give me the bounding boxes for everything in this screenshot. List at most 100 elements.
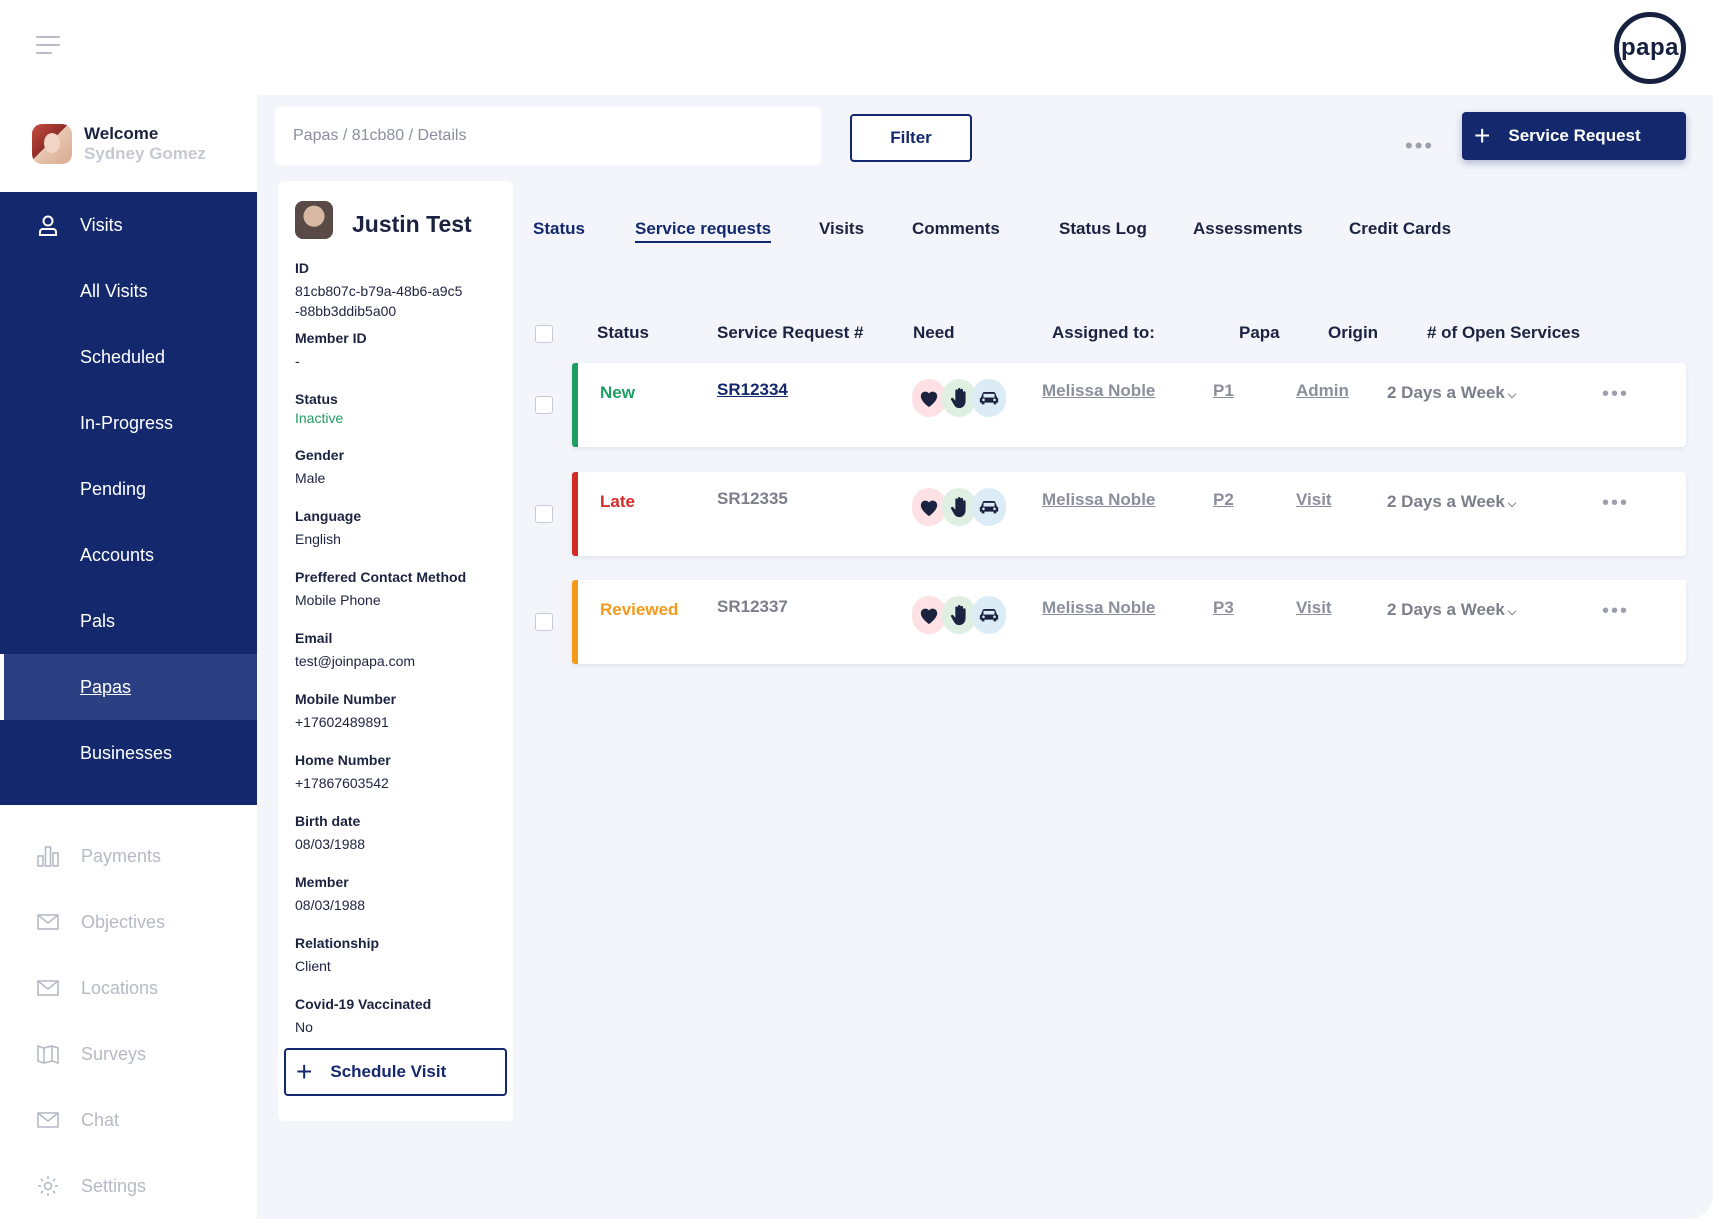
hamburger-menu-icon[interactable] [36,36,60,54]
select-all-checkbox[interactable] [535,325,553,343]
row-more-options-icon[interactable]: ••• [1602,383,1630,405]
profile-card: Justin Test ID 81cb807c-b79a-48b6-a9c5 -… [278,181,513,1121]
sidebar-item-visits[interactable]: Visits [0,192,257,258]
row-checkbox[interactable] [535,505,553,523]
column-header-assigned[interactable]: Assigned to: [1052,323,1155,342]
row-more-options-icon[interactable]: ••• [1602,492,1630,514]
welcome-title: Welcome [84,124,159,143]
papa-link[interactable]: P2 [1213,490,1234,509]
add-service-request-button[interactable]: + Service Request [1462,112,1686,160]
field-value: +17602489891 [295,714,389,730]
field-value: 81cb807c-b79a-48b6-a9c5 -88bb3ddib5a00 [295,283,463,319]
field-label: Birth date [295,813,361,829]
frequency-dropdown[interactable]: 2 Days a Week ⌵ [1387,600,1516,620]
sidebar-item-label: Surveys [81,1043,147,1064]
breadcrumb[interactable]: Papas / 81cb80 / Details [275,107,821,165]
row-checkbox[interactable] [535,613,553,631]
more-options-icon[interactable]: ••• [1405,133,1435,158]
table-row[interactable]: Reviewed SR12337 Melissa Noble P3 Visit … [572,580,1686,664]
service-request-number[interactable]: SR12335 [717,489,788,508]
bar-chart-icon [37,846,59,867]
chevron-down-icon: ⌵ [1507,389,1517,401]
sidebar-item-label: Scheduled [80,346,166,367]
sidebar-item-label: Payments [81,845,162,866]
tab-status[interactable]: Status [533,219,585,238]
sidebar-item-payments[interactable]: Payments [0,831,257,881]
column-header-papa[interactable]: Papa [1239,323,1280,342]
profile-field-member-id: Member ID - [295,329,505,371]
profile-field-contact-method: Preffered Contact Method Mobile Phone [295,568,505,610]
field-value: +17867603542 [295,775,389,791]
column-header-need[interactable]: Need [913,323,955,342]
papa-link[interactable]: P3 [1213,598,1234,617]
sidebar-item-label: Businesses [80,742,173,763]
user-icon [39,215,57,236]
field-value: Client [295,958,331,974]
tab-comments[interactable]: Comments [912,219,1000,238]
sidebar-item-pending[interactable]: Pending [0,456,257,522]
papa-link[interactable]: P1 [1213,381,1234,400]
column-header-status[interactable]: Status [597,323,649,342]
car-icon [972,596,1006,634]
car-icon [972,488,1006,526]
sidebar-item-surveys[interactable]: Surveys [0,1029,257,1079]
column-header-service-request[interactable]: Service Request # [717,323,864,342]
table-row[interactable]: Late SR12335 Melissa Noble P2 Visit 2 Da… [572,472,1686,556]
filter-button[interactable]: Filter [850,114,972,162]
frequency-dropdown[interactable]: 2 Days a Week ⌵ [1387,383,1516,403]
main-content: Papas / 81cb80 / Details Filter ••• + Se… [257,95,1713,1219]
sidebar-item-pals[interactable]: Pals [0,588,257,654]
status-cell: New [600,383,635,402]
sidebar-item-in-progress[interactable]: In-Progress [0,390,257,456]
heart-icon [912,596,946,634]
service-request-link[interactable]: SR12334 [717,380,788,399]
frequency-dropdown[interactable]: 2 Days a Week ⌵ [1387,492,1516,512]
plus-icon: + [296,1056,313,1087]
profile-field-email: Email test@joinpapa.com [295,629,505,671]
frequency-value: 2 Days a Week [1387,600,1505,619]
row-checkbox[interactable] [535,396,553,414]
tab-credit-cards[interactable]: Credit Cards [1349,219,1452,238]
origin-link[interactable]: Admin [1296,381,1349,400]
sidebar-item-all-visits[interactable]: All Visits [0,258,257,324]
origin-link[interactable]: Visit [1296,598,1332,617]
table-row[interactable]: New SR12334 Melissa Noble P1 Admin 2 Day… [572,363,1686,447]
sidebar-item-label: Papas [80,676,132,697]
sidebar-item-papas[interactable]: Papas [0,654,257,720]
schedule-visit-button[interactable]: + Schedule Visit [284,1048,507,1096]
service-request-number[interactable]: SR12337 [717,597,788,616]
sidebar-item-label: Settings [81,1175,147,1196]
profile-field-language: Language English [295,507,505,549]
profile-field-home: Home Number +17867603542 [295,751,505,793]
gear-icon [38,1176,58,1196]
sidebar-item-label: Accounts [80,544,155,565]
needs-group [912,596,1006,634]
origin-link[interactable]: Visit [1296,490,1332,509]
profile-field-covid: Covid-19 Vaccinated No [295,995,505,1037]
row-more-options-icon[interactable]: ••• [1602,600,1630,622]
assigned-to-link[interactable]: Melissa Noble [1042,490,1156,509]
field-label: Relationship [295,935,380,951]
column-header-origin[interactable]: Origin [1328,323,1379,342]
sidebar-item-scheduled[interactable]: Scheduled [0,324,257,390]
sidebar-item-locations[interactable]: Locations [0,963,257,1013]
field-value: - [295,353,300,369]
avatar[interactable] [32,124,72,164]
profile-field-relationship: Relationship Client [295,934,505,976]
sidebar-item-chat[interactable]: Chat [0,1095,257,1145]
assigned-to-link[interactable]: Melissa Noble [1042,381,1156,400]
tab-visits[interactable]: Visits [819,219,865,238]
column-header-open-services[interactable]: # of Open Services [1427,323,1581,342]
field-value: English [295,531,341,547]
sidebar-item-label: Objectives [81,911,166,932]
sidebar-item-settings[interactable]: Settings [0,1161,257,1211]
assigned-to-link[interactable]: Melissa Noble [1042,598,1156,617]
sidebar-item-objectives[interactable]: Objectives [0,897,257,947]
tab-service-requests[interactable]: Service requests [635,219,772,243]
sidebar-item-businesses[interactable]: Businesses [0,720,257,786]
tab-status-log[interactable]: Status Log [1059,219,1147,238]
sidebar-item-label: Pals [80,610,116,631]
sidebar-item-accounts[interactable]: Accounts [0,522,257,588]
tab-assessments[interactable]: Assessments [1193,219,1303,238]
